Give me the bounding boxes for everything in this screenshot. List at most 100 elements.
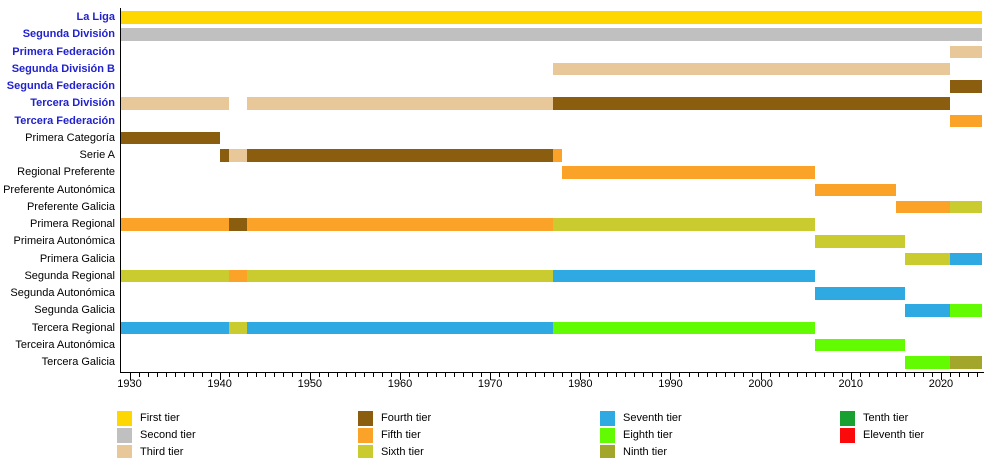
axis-minor-tick-2001 <box>769 373 771 377</box>
axis-major-tick-1950 <box>309 373 311 380</box>
bar-serie-a-fourth-tier <box>246 149 554 162</box>
row-label-preferente-autonomica: Preferente Autonómica <box>3 183 115 196</box>
axis-minor-tick-1984 <box>616 373 618 377</box>
axis-minor-tick-1955 <box>354 373 356 377</box>
row-label-tercera-regional: Tercera Regional <box>31 321 115 334</box>
axis-minor-tick-1934 <box>165 373 167 377</box>
axis-minor-tick-1965 <box>445 373 447 377</box>
axis-minor-tick-2021 <box>949 373 951 377</box>
axis-minor-tick-1971 <box>499 373 501 377</box>
axis-minor-tick-2006 <box>814 373 816 377</box>
axis-minor-tick-1961 <box>409 373 410 377</box>
axis-minor-tick-1985 <box>625 373 627 377</box>
bar-serie-a-fifth-tier <box>553 149 563 162</box>
axis-minor-tick-1952 <box>327 373 329 377</box>
axis-major-tick-1980 <box>580 373 582 380</box>
legend-swatch-fifth-tier <box>358 428 373 443</box>
legend-swatch-fourth-tier <box>358 411 373 426</box>
axis-minor-tick-2013 <box>877 373 879 377</box>
legend-label-fifth-tier: Fifth tier <box>381 429 421 441</box>
bar-segunda-galicia-seventh-tier <box>904 304 950 317</box>
axis-minor-tick-1995 <box>715 373 717 377</box>
row-label-tercera-federacion[interactable]: Tercera Federación <box>14 114 115 127</box>
legend-label-eleventh-tier: Eleventh tier <box>863 429 925 441</box>
legend-swatch-sixth-tier <box>358 445 373 458</box>
bar-preferente-galicia-sixth-tier <box>949 200 982 214</box>
axis-minor-tick-1948 <box>291 373 293 377</box>
axis-minor-tick-1998 <box>742 373 744 377</box>
axis-minor-tick-1977 <box>553 373 555 377</box>
axis-minor-tick-2007 <box>823 373 825 377</box>
legend-label-first-tier: First tier <box>140 412 180 424</box>
row-label-segunda-federacion[interactable]: Segunda Federación <box>6 80 115 92</box>
bar-tercera-galicia-eighth-tier <box>904 356 950 369</box>
axis-tick-label-1990: 1990 <box>658 378 683 390</box>
row-label-segunda-division-b[interactable]: Segunda División B <box>11 62 115 75</box>
axis-minor-tick-2003 <box>787 373 789 377</box>
row-label-serie-a: Serie A <box>79 149 115 161</box>
axis-minor-tick-2009 <box>841 373 843 377</box>
axis-minor-tick-2022 <box>958 373 960 377</box>
y-axis-line <box>120 8 121 373</box>
bar-serie-a-fourth-tier <box>219 149 229 162</box>
axis-tick-label-1960: 1960 <box>387 378 413 390</box>
axis-major-tick-1940 <box>219 373 221 380</box>
axis-minor-tick-1997 <box>733 373 735 377</box>
bar-segunda-division-second-tier <box>120 28 982 41</box>
axis-minor-tick-1944 <box>255 373 257 377</box>
axis-minor-tick-1973 <box>517 373 519 377</box>
row-label-segunda-division[interactable]: Segunda División <box>22 28 115 41</box>
axis-minor-tick-2019 <box>931 373 933 377</box>
bar-segunda-regional-sixth-tier <box>246 269 554 283</box>
legend-label-second-tier: Second tier <box>140 429 196 441</box>
axis-minor-tick-1974 <box>526 373 528 377</box>
axis-minor-tick-1946 <box>273 373 275 377</box>
x-axis-line <box>120 372 984 373</box>
row-label-la-liga[interactable]: La Liga <box>76 11 115 23</box>
bar-terceira-autonomica-eighth-tier <box>814 338 905 352</box>
axis-major-tick-2020 <box>940 373 942 380</box>
bar-primera-categoria-fourth-tier <box>120 131 220 145</box>
bar-tercera-regional-sixth-tier <box>228 321 247 334</box>
axis-minor-tick-1938 <box>201 373 203 377</box>
axis-minor-tick-1986 <box>634 373 636 377</box>
axis-minor-tick-2017 <box>913 373 915 377</box>
axis-tick-label-1980: 1980 <box>568 378 593 390</box>
axis-minor-tick-1962 <box>418 373 420 377</box>
axis-minor-tick-1937 <box>192 373 194 377</box>
axis-minor-tick-1983 <box>607 373 609 377</box>
axis-minor-tick-1943 <box>246 373 248 377</box>
axis-tick-label-2010: 2010 <box>838 378 864 390</box>
axis-tick-label-2000: 2000 <box>748 378 773 390</box>
bar-segunda-federacion-fourth-tier <box>949 80 982 93</box>
axis-minor-tick-1958 <box>381 373 383 377</box>
legend-swatch-eleventh-tier <box>840 428 855 443</box>
bar-la-liga-first-tier <box>120 11 982 24</box>
bar-tercera-division-third-tier <box>246 97 554 110</box>
axis-major-tick-1990 <box>670 373 672 380</box>
row-label-tercera-division[interactable]: Tercera División <box>30 97 115 110</box>
legend-label-ninth-tier: Ninth tier <box>623 446 668 458</box>
axis-minor-tick-1933 <box>156 373 158 377</box>
axis-minor-tick-1992 <box>688 373 690 377</box>
bar-primera-regional-fifth-tier <box>246 218 554 231</box>
bar-primera-regional-sixth-tier <box>553 218 815 231</box>
axis-minor-tick-1936 <box>183 373 185 377</box>
axis-minor-tick-1975 <box>535 373 537 377</box>
bar-tercera-regional-seventh-tier <box>246 321 554 334</box>
row-label-segunda-regional: Segunda Regional <box>24 269 115 282</box>
axis-minor-tick-1953 <box>336 373 338 377</box>
axis-minor-tick-1978 <box>562 373 564 377</box>
axis-minor-tick-1979 <box>571 373 573 377</box>
row-label-primera-federacion[interactable]: Primera Federación <box>12 45 115 58</box>
axis-minor-tick-1996 <box>724 373 726 377</box>
legend-swatch-seventh-tier <box>600 411 615 426</box>
axis-minor-tick-1951 <box>318 373 320 377</box>
row-label-preferente-galicia: Preferente Galicia <box>26 200 115 213</box>
legend-label-third-tier: Third tier <box>140 446 184 458</box>
axis-tick-label-1940: 1940 <box>207 378 232 390</box>
axis-minor-tick-1994 <box>706 373 708 377</box>
axis-minor-tick-2016 <box>904 373 906 377</box>
axis-minor-tick-1987 <box>643 373 645 377</box>
bar-segunda-autonomica-seventh-tier <box>814 287 905 300</box>
